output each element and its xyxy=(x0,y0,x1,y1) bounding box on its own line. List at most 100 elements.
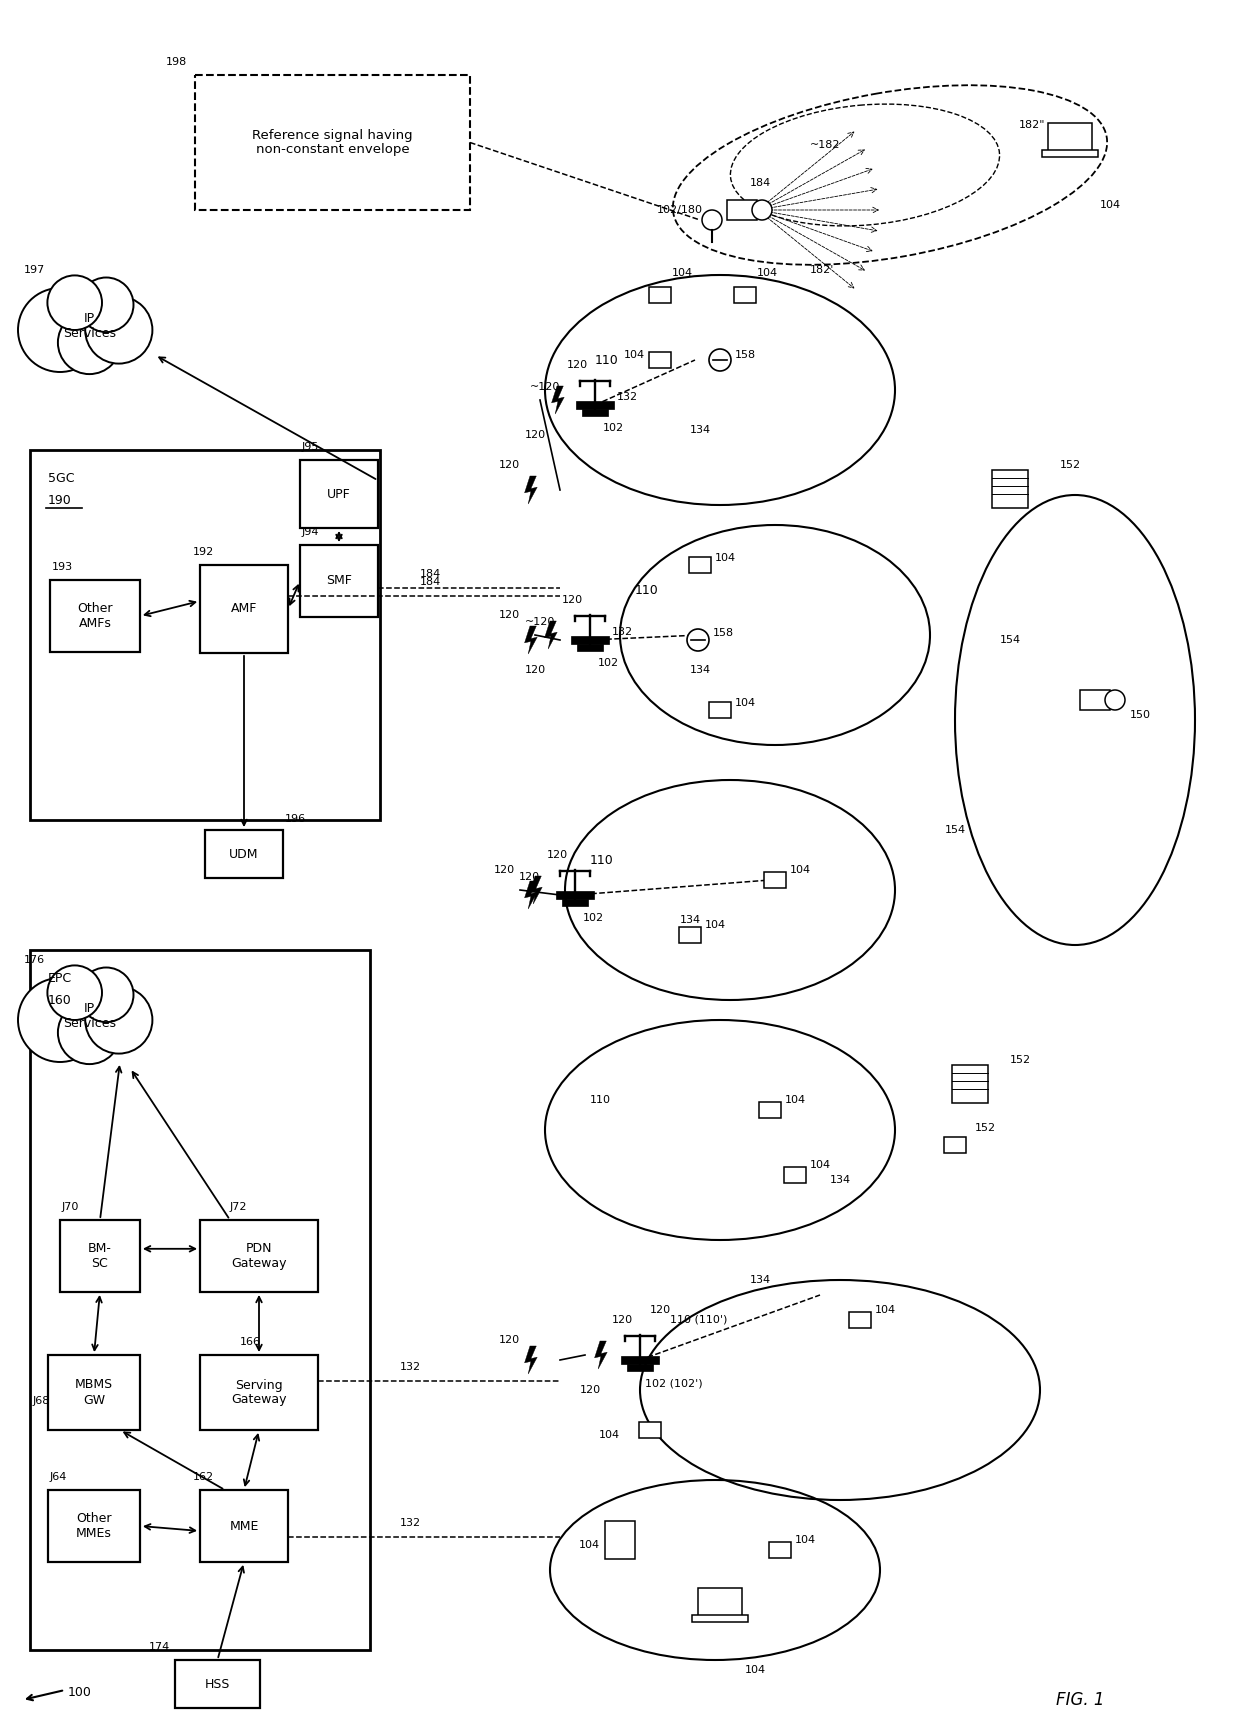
Text: 154: 154 xyxy=(999,634,1021,645)
Text: 102 (102'): 102 (102') xyxy=(645,1377,703,1388)
Bar xyxy=(849,1312,870,1329)
Bar xyxy=(583,410,608,416)
Bar xyxy=(621,1356,658,1363)
Text: PDN
Gateway: PDN Gateway xyxy=(231,1242,286,1270)
Text: 110: 110 xyxy=(595,354,619,366)
Text: J68: J68 xyxy=(32,1396,50,1405)
Polygon shape xyxy=(529,876,542,904)
Bar xyxy=(709,702,732,719)
Text: 120: 120 xyxy=(650,1305,671,1315)
Text: BM-
SC: BM- SC xyxy=(88,1242,112,1270)
Text: 166: 166 xyxy=(239,1337,260,1348)
Bar xyxy=(649,353,671,368)
Text: 104: 104 xyxy=(624,351,645,359)
Text: 134: 134 xyxy=(749,1275,770,1286)
Text: MME: MME xyxy=(229,1519,259,1533)
Polygon shape xyxy=(525,1346,537,1374)
Bar xyxy=(30,449,379,821)
Text: 102: 102 xyxy=(583,912,604,923)
Text: AMF: AMF xyxy=(231,603,257,615)
Circle shape xyxy=(19,978,102,1063)
Text: 134: 134 xyxy=(830,1175,851,1185)
Text: 197: 197 xyxy=(24,264,45,275)
Circle shape xyxy=(58,1001,122,1064)
Text: 192: 192 xyxy=(192,548,215,556)
Text: 152: 152 xyxy=(1060,460,1081,470)
Text: 104: 104 xyxy=(745,1666,766,1674)
Text: 110: 110 xyxy=(590,1096,611,1104)
Text: 198: 198 xyxy=(166,57,187,67)
Text: EPC: EPC xyxy=(48,971,72,985)
Text: 158: 158 xyxy=(713,627,734,638)
Text: 120: 120 xyxy=(562,594,583,605)
Bar xyxy=(578,645,603,651)
Text: 5GC: 5GC xyxy=(48,472,74,486)
Text: 176: 176 xyxy=(24,956,45,964)
Text: 174: 174 xyxy=(149,1642,170,1652)
Text: ~120: ~120 xyxy=(529,382,560,392)
Text: MBMS
GW: MBMS GW xyxy=(74,1379,113,1407)
Text: 104: 104 xyxy=(756,268,779,278)
Text: UPF: UPF xyxy=(327,487,351,501)
Bar xyxy=(1080,689,1110,710)
Text: 184: 184 xyxy=(750,178,771,188)
Bar xyxy=(200,565,288,653)
Text: 150: 150 xyxy=(1130,710,1151,721)
Circle shape xyxy=(687,629,709,651)
Circle shape xyxy=(47,275,102,330)
Text: 184: 184 xyxy=(419,577,440,588)
Circle shape xyxy=(79,968,134,1021)
Text: 104: 104 xyxy=(672,268,693,278)
Bar xyxy=(1048,123,1092,150)
Text: FIG. 1: FIG. 1 xyxy=(1055,1692,1105,1709)
Text: Reference signal having
non-constant envelope: Reference signal having non-constant env… xyxy=(252,128,413,157)
Text: 120: 120 xyxy=(498,610,520,620)
Bar xyxy=(992,470,1028,508)
Text: 104: 104 xyxy=(715,553,737,563)
Text: J94: J94 xyxy=(303,527,320,537)
Text: 104: 104 xyxy=(735,698,756,708)
Text: 134: 134 xyxy=(680,916,701,924)
Circle shape xyxy=(86,987,153,1054)
Bar xyxy=(572,636,609,645)
Text: 120: 120 xyxy=(498,460,520,470)
Text: Other
MMEs: Other MMEs xyxy=(76,1512,112,1540)
Text: IP
Services: IP Services xyxy=(63,1002,115,1030)
Circle shape xyxy=(47,966,102,1020)
Text: Other
AMFs: Other AMFs xyxy=(77,601,113,631)
Bar xyxy=(48,1490,140,1562)
Bar xyxy=(952,1064,988,1102)
Text: HSS: HSS xyxy=(205,1678,231,1690)
Bar xyxy=(649,287,671,302)
Text: 182": 182" xyxy=(1018,119,1045,130)
Circle shape xyxy=(86,297,153,363)
Bar xyxy=(698,1588,742,1616)
Bar xyxy=(200,1355,317,1431)
Text: 102: 102 xyxy=(603,423,624,434)
Bar xyxy=(300,460,378,529)
Text: 120: 120 xyxy=(525,430,546,441)
Text: 100: 100 xyxy=(68,1685,92,1699)
Text: 160: 160 xyxy=(48,994,72,1007)
Text: 104: 104 xyxy=(706,919,727,930)
Text: 104: 104 xyxy=(795,1534,816,1545)
Circle shape xyxy=(1105,689,1125,710)
Text: 110 (110'): 110 (110') xyxy=(670,1315,728,1325)
Text: J64: J64 xyxy=(50,1472,67,1483)
Text: J95: J95 xyxy=(303,442,320,453)
Text: 104: 104 xyxy=(790,866,811,874)
Text: ~182: ~182 xyxy=(810,140,841,150)
Text: 132: 132 xyxy=(613,627,634,638)
Bar xyxy=(557,890,594,899)
Circle shape xyxy=(58,311,122,373)
Bar xyxy=(764,873,786,888)
Text: 104: 104 xyxy=(1100,200,1121,211)
Bar xyxy=(48,1355,140,1431)
Text: IP
Services: IP Services xyxy=(63,311,115,340)
Text: 132: 132 xyxy=(399,1517,420,1528)
Text: 190: 190 xyxy=(48,494,72,506)
Bar xyxy=(759,1102,781,1118)
Bar xyxy=(692,1616,748,1623)
Text: 158: 158 xyxy=(735,351,756,359)
Circle shape xyxy=(709,349,732,372)
